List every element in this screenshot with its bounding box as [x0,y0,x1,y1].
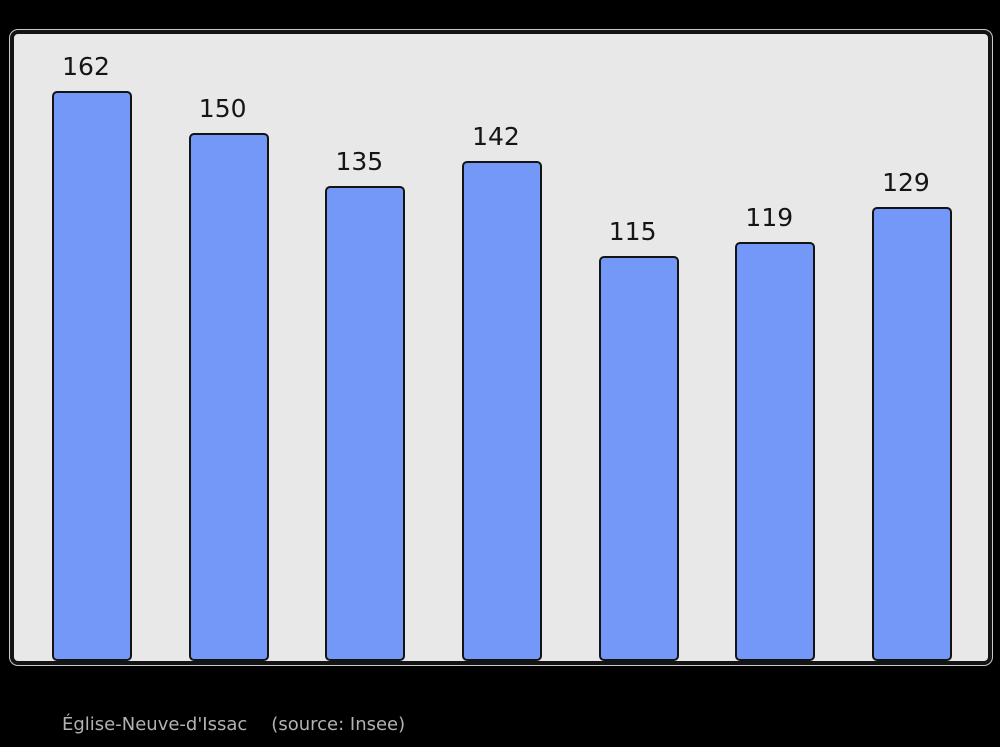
chart-panel: 162 150 135 142 115 119 129 [10,30,992,665]
bar-value-label: 135 [335,147,384,177]
bar-value-label: 119 [745,203,794,233]
bar-value-label: 150 [198,94,247,124]
bar [461,161,542,661]
bar [871,207,952,661]
caption-title: Église-Neuve-d'Issac [62,714,248,735]
caption: Église-Neuve-d'Issac (source: Insee) [62,714,405,736]
bar-group: 142 [461,34,542,661]
bar [325,186,406,661]
bar-value-label: 115 [608,217,657,247]
bars-area: 162 150 135 142 115 119 129 [52,34,952,661]
bar-value-label: 162 [62,52,110,82]
bar [52,91,132,661]
bar-group: 150 [188,34,269,661]
bar-group: 135 [325,34,406,661]
bar [598,256,679,661]
bar-group: 119 [735,34,816,661]
caption-source: (source: Insee) [271,714,406,735]
bar [188,133,269,661]
bar [735,242,816,661]
bar-group: 115 [598,34,679,661]
bar-value-label: 129 [882,168,930,198]
bar-value-label: 142 [472,122,520,152]
bar-group: 129 [871,34,952,661]
bar-group: 162 [52,34,132,661]
